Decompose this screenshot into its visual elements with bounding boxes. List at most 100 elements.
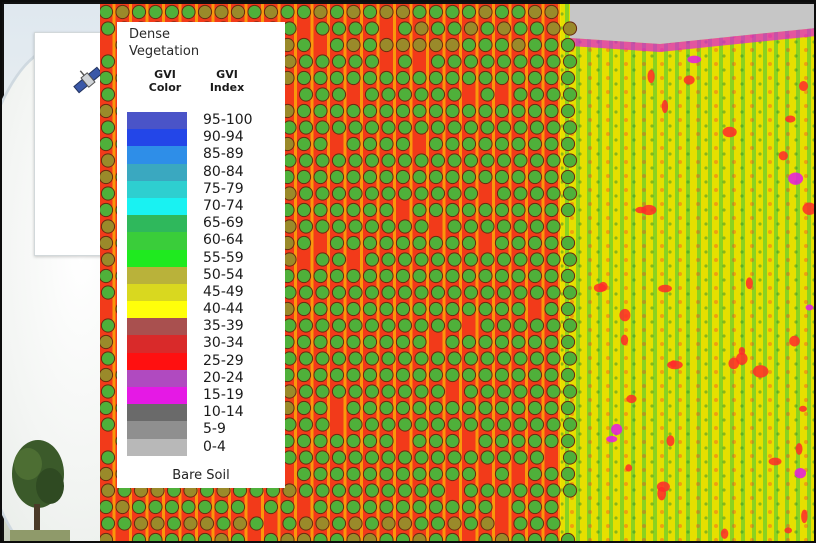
crop-circle: [100, 268, 114, 284]
crop-circle: [529, 21, 545, 36]
row-gap-band: [558, 4, 561, 541]
crop-circle: [496, 483, 512, 498]
crop-circle: [381, 516, 396, 531]
legend-swatch: [127, 129, 187, 147]
crop-circle: [529, 516, 545, 531]
crop-circle: [445, 4, 460, 20]
crop-circle: [364, 87, 380, 102]
crop-circle: [296, 136, 312, 152]
crop-circle: [445, 433, 460, 449]
crop-circle: [529, 252, 545, 267]
crop-circle: [329, 169, 345, 185]
crop-circle: [544, 70, 559, 86]
crop-circle: [331, 516, 347, 531]
crop-circle: [395, 103, 411, 119]
crop-circle: [428, 499, 444, 515]
crop-circle: [348, 417, 363, 432]
crop-circle: [329, 334, 345, 350]
crop-circle: [496, 285, 512, 300]
crop-circle: [428, 37, 444, 53]
crop-circle: [546, 21, 561, 36]
crop-circle: [364, 219, 380, 234]
crop-circle: [461, 4, 477, 20]
crop-circle: [296, 103, 312, 119]
crop-circle: [430, 120, 446, 135]
crop-circle: [214, 4, 229, 20]
crop-circle: [298, 285, 314, 300]
crop-circle: [117, 516, 132, 531]
crop-circle: [164, 4, 180, 20]
crop-circle: [313, 532, 328, 541]
crop-circle: [511, 202, 526, 218]
stress-spot: [805, 304, 814, 311]
legend-label: 95-100: [203, 112, 253, 128]
crop-circle: [428, 169, 444, 185]
row-gap-band: [525, 4, 528, 541]
crop-circle: [296, 37, 312, 53]
stress-spot: [738, 347, 746, 355]
crop-circle: [150, 516, 165, 531]
crop-circle: [480, 351, 495, 366]
crop-circle: [478, 37, 493, 53]
crop-circle: [529, 417, 545, 432]
legend-swatch: [127, 421, 187, 439]
crop-circle: [430, 417, 446, 432]
crop-circle: [395, 334, 411, 350]
crop-circle: [315, 417, 330, 432]
crop-circle: [329, 235, 345, 251]
crop-circle: [346, 499, 361, 515]
crop-circle: [445, 136, 460, 152]
legend-swatch: [127, 232, 187, 250]
crop-circle: [428, 202, 444, 218]
crop-circle: [494, 37, 510, 53]
crop-circle: [414, 483, 429, 498]
crop-circle: [412, 268, 427, 284]
crop-circle: [412, 400, 427, 416]
row-gap-band: [409, 4, 413, 541]
crop-circle: [282, 516, 297, 531]
crop-circle: [560, 433, 576, 449]
stress-spot: [788, 172, 804, 185]
crop-circle: [546, 252, 561, 267]
crop-circle: [428, 103, 444, 119]
stress-spot: [802, 202, 814, 215]
crop-circle: [428, 433, 444, 449]
legend-footer: Bare Soil: [172, 468, 230, 483]
stress-spot: [720, 528, 729, 539]
stress-spot: [670, 360, 677, 368]
crop-circle: [100, 318, 116, 333]
crop-circle: [100, 202, 114, 218]
crop-circle: [480, 483, 495, 498]
crop-circle: [331, 54, 347, 69]
crop-circle: [381, 252, 396, 267]
legend-label: 35-39: [203, 318, 244, 335]
crop-circle: [115, 499, 130, 515]
crop-circle: [511, 235, 526, 251]
crop-circle: [480, 219, 495, 234]
crop-circle: [496, 351, 512, 366]
crop-circle: [478, 202, 493, 218]
crop-circle: [445, 103, 460, 119]
crop-circle: [346, 70, 361, 86]
crop-circle: [562, 483, 578, 498]
crop-circle: [298, 417, 314, 432]
stress-spot: [795, 443, 803, 455]
legend-label: 45-49: [203, 283, 244, 300]
legend-label: 20-24: [203, 369, 244, 386]
legend-swatch: [127, 438, 187, 456]
crop-circle: [379, 466, 394, 482]
crop-circle: [496, 120, 512, 135]
crop-circle: [447, 252, 462, 267]
crop-circle: [379, 532, 394, 541]
crop-circle: [430, 21, 446, 36]
crop-circle: [298, 120, 314, 135]
crop-circle: [296, 301, 312, 317]
crop-circle: [546, 219, 561, 234]
stress-spot: [625, 464, 633, 472]
crop-circle: [544, 169, 559, 185]
crop-circle: [494, 169, 510, 185]
crop-circle: [527, 4, 543, 20]
stress-spot: [784, 527, 793, 534]
crop-circle: [362, 202, 378, 218]
crop-circle: [414, 252, 429, 267]
